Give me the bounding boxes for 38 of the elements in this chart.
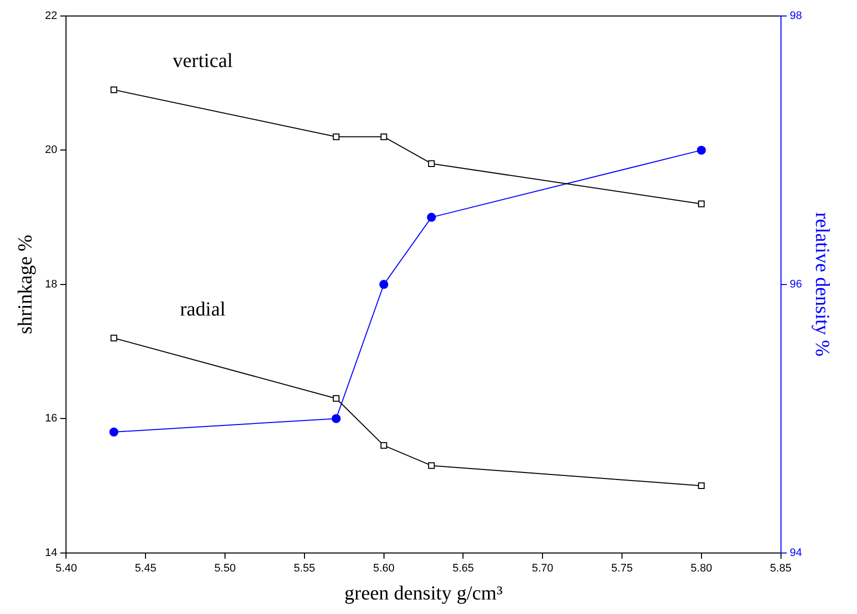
y-tick-label: 14 (44, 546, 58, 559)
point (426, 212, 436, 222)
point (698, 200, 705, 208)
y2-tick-label: 98 (790, 10, 802, 22)
point (332, 414, 341, 424)
series-label: vertical (172, 50, 234, 72)
y-tick-label: 18 (44, 278, 58, 290)
point (109, 428, 118, 437)
x-tick-label: 5.80 (690, 562, 712, 574)
x-tick-label: 5.55 (294, 562, 316, 574)
point (110, 86, 118, 94)
series-label: radial (180, 298, 226, 320)
point (379, 280, 388, 289)
point (428, 462, 435, 469)
point (380, 442, 388, 449)
x-tick-label: 5.50 (214, 562, 236, 574)
x-tick-label: 5.65 (452, 562, 474, 574)
point (332, 395, 340, 402)
point (428, 160, 435, 167)
y-axis-title: shrinkage % (14, 234, 36, 334)
y2-tick-label: 96 (790, 278, 802, 290)
point (696, 146, 706, 155)
y-tick-label: 16 (44, 412, 58, 425)
x-axis-title: green density g/cm³ (344, 582, 503, 604)
point (380, 133, 388, 140)
point (110, 334, 118, 342)
y2-tick-label: 94 (790, 546, 802, 559)
y-tick-label: 20 (44, 144, 58, 156)
y2-axis-title: relative density % (810, 212, 833, 357)
x-tick-label: 5.70 (532, 562, 554, 574)
x-tick-label: 5.40 (56, 562, 77, 574)
x-tick-label: 5.60 (373, 562, 395, 574)
x-tick-label: 5.85 (770, 562, 792, 574)
point (332, 133, 340, 140)
point (698, 482, 705, 490)
x-tick-label: 5.75 (611, 562, 633, 574)
y-tick-label: 22 (44, 10, 58, 22)
x-tick-label: 5.45 (134, 562, 156, 574)
